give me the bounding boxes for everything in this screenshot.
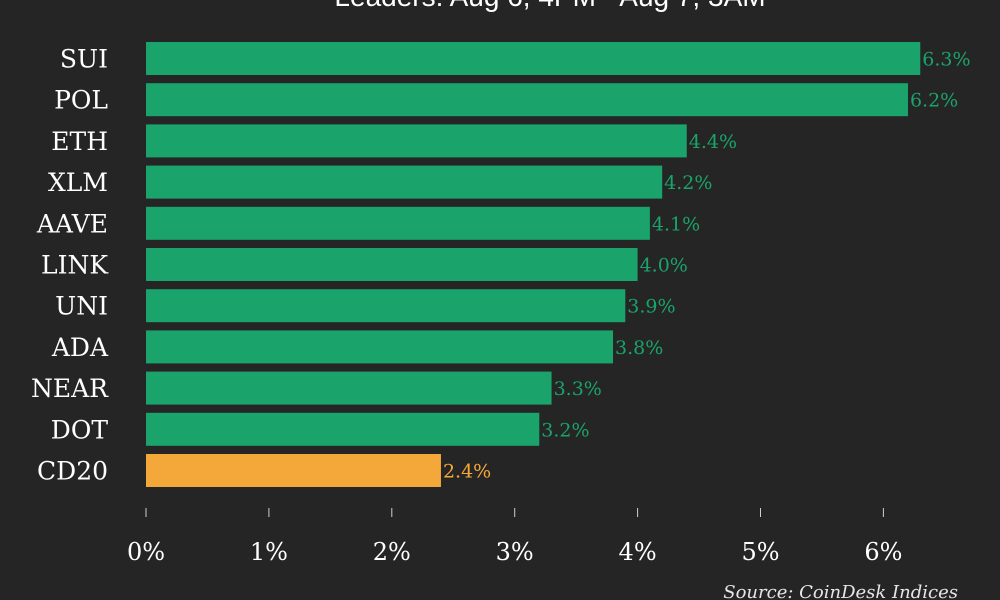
category-label-dot: DOT (51, 415, 109, 444)
bar-link (146, 248, 638, 281)
data-label-link: 4.0% (640, 255, 688, 277)
category-label-link: LINK (41, 251, 109, 280)
bar-pol (146, 83, 908, 117)
bar-dot (146, 412, 540, 446)
x-tick-label-4: 4% (619, 538, 657, 566)
source-note: Source: CoinDesk Indices (723, 582, 958, 600)
x-tick-label-3: 3% (496, 538, 534, 566)
x-axis: 0% 1% 2% 3% 4% 5% 6% (127, 508, 902, 566)
bar-aave (146, 206, 650, 240)
bar-ada (146, 330, 614, 364)
x-tick-label-1: 1% (250, 538, 288, 566)
bar-cd20 (146, 454, 441, 487)
x-tick-label-0: 0% (127, 538, 165, 566)
bar-near (146, 371, 552, 405)
category-label-sui: SUI (60, 45, 108, 74)
data-label-cd20: 2.4% (443, 461, 491, 483)
category-label-uni: UNI (55, 292, 108, 321)
data-label-near: 3.3% (554, 378, 602, 400)
category-label-ada: ADA (51, 333, 109, 362)
category-label-aave: AAVE (36, 209, 108, 238)
category-label-pol: POL (54, 86, 108, 115)
bars-group: SUI 6.3% POL 6.2% ETH 4.4% XLM 4.2% AAVE 4.1% LINK… (31, 42, 971, 487)
bar-sui (146, 42, 921, 75)
data-label-dot: 3.2% (541, 419, 589, 441)
x-tick-label-5: 5% (741, 538, 779, 566)
category-label-xlm: XLM (48, 168, 108, 197)
data-label-aave: 4.1% (652, 213, 700, 235)
x-tick-label-2: 2% (373, 538, 411, 566)
bar-eth (146, 124, 687, 158)
category-label-cd20: CD20 (37, 457, 108, 486)
data-label-eth: 4.4% (689, 131, 737, 153)
category-label-eth: ETH (51, 127, 108, 156)
x-tick-label-6: 6% (864, 538, 902, 566)
category-label-near: NEAR (31, 374, 109, 403)
chart-title: Leaders: Aug 6, 4PM - Aug 7, 3AM (334, 0, 765, 12)
data-label-sui: 6.3% (922, 49, 970, 71)
bar-uni (146, 289, 626, 323)
bar-xlm (146, 165, 663, 199)
data-label-xlm: 4.2% (664, 172, 712, 194)
data-label-pol: 6.2% (910, 90, 958, 112)
data-label-ada: 3.8% (615, 337, 663, 359)
data-label-uni: 3.9% (627, 296, 675, 318)
